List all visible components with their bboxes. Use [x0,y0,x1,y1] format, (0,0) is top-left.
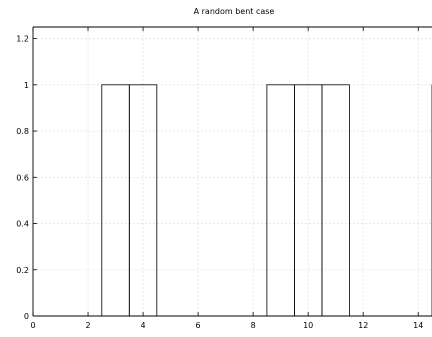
y-tick-label-4: 0.8 [16,127,29,136]
x-tick-label-7: 14 [413,321,423,330]
x-tick-label-3: 6 [196,321,201,330]
x-tick-label-1: 2 [85,321,90,330]
y-tick-label-1: 0.2 [16,266,29,275]
y-tick-label-3: 0.6 [16,173,29,182]
y-tick-label-5: 1 [24,81,29,90]
axes [32,26,432,317]
grid [33,27,432,316]
x-tick-label-4: 8 [251,321,256,330]
y-tick-label-0: 0 [24,312,29,321]
bar-0 [101,84,130,316]
bar-1 [128,84,158,316]
bar-2 [266,84,295,316]
x-tick-label-2: 4 [141,321,146,330]
x-tick-label-0: 0 [30,321,35,330]
ticks: 0 2 4 6 8 10 12 14 0 0.2 0.4 0.6 0.8 1 1.2 [16,27,423,330]
bar-4 [321,84,350,316]
x-tick-label-5: 10 [303,321,313,330]
x-tick-label-6: 12 [358,321,368,330]
y-tick-label-6: 1.2 [16,35,29,44]
bars [101,84,432,316]
chart-title: A random bent case [194,7,275,16]
y-tick-label-2: 0.4 [16,220,29,229]
